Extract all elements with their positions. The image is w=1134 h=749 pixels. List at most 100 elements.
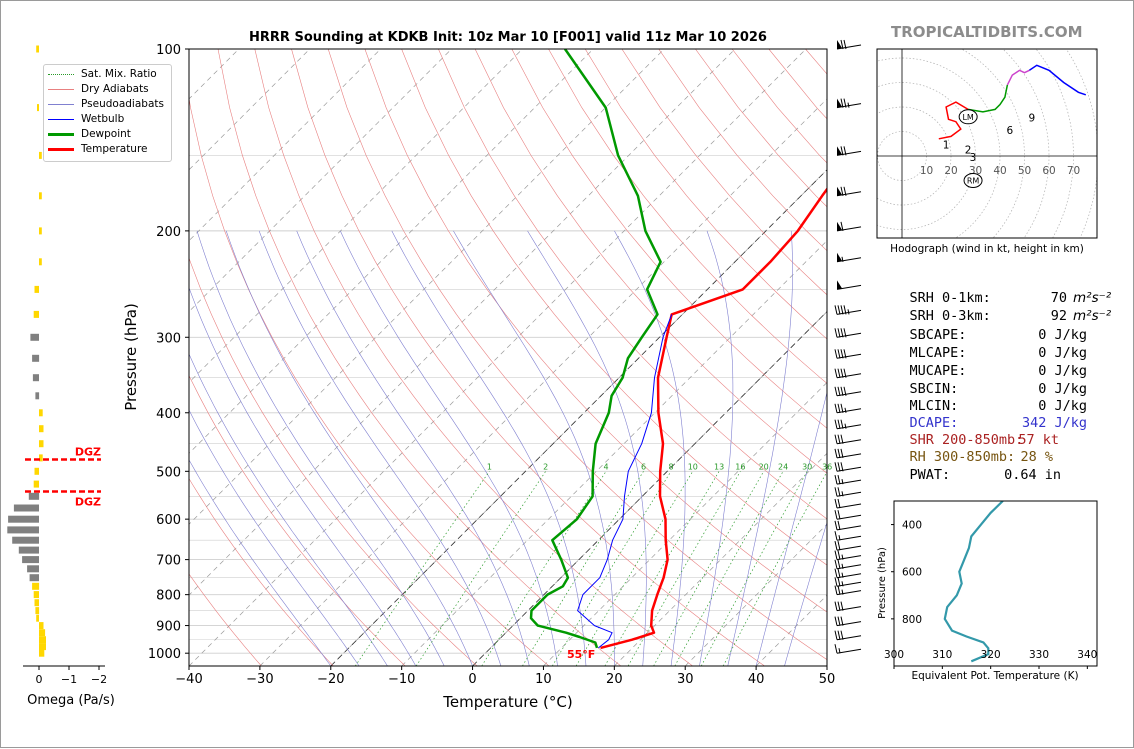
omega-bar — [33, 374, 39, 381]
omega-bar — [39, 643, 46, 650]
wind-barb-flag — [835, 510, 837, 519]
stat-value: 0 J/kg — [987, 398, 1087, 414]
wind-barb — [835, 577, 861, 586]
pseudoadiabat-line — [699, 231, 733, 666]
omega-bar — [35, 286, 40, 293]
chart-title: HRRR Sounding at KDKB Init: 10z Mar 10 [… — [249, 30, 767, 45]
x-tick-label: 10 — [535, 672, 552, 687]
pseudoadiabat-line — [392, 231, 586, 666]
storm-motion-label: RM — [967, 177, 980, 186]
wind-barb-flag — [841, 349, 843, 358]
wind-barb-flag — [838, 617, 840, 626]
wind-barb-flag — [835, 531, 837, 540]
wind-barb-flag — [835, 462, 837, 471]
omega-bar — [7, 526, 39, 533]
theta-e-line — [945, 501, 1003, 661]
wind-barb — [835, 420, 861, 429]
wind-barb — [835, 617, 861, 626]
wind-barb-flag — [835, 387, 837, 396]
mixing-ratio-label: 2 — [543, 462, 548, 471]
mixing-ratio-label: 16 — [735, 462, 745, 471]
legend-swatch — [48, 104, 74, 105]
hodograph-frame — [877, 49, 1097, 238]
hodograph-ring-label: 10 — [920, 165, 933, 177]
stat-unit: m²s⁻² — [1073, 308, 1111, 324]
omega-bar — [19, 547, 39, 554]
wind-barb-flag — [835, 560, 837, 569]
x-tick-label: −20 — [317, 672, 344, 687]
legend-label: Wetbulb — [81, 112, 124, 126]
theta-e-ylabel: Pressure (hPa) — [877, 547, 888, 619]
wind-barb — [835, 404, 861, 413]
wind-barb-staff — [837, 607, 861, 611]
wind-barb-staff — [837, 515, 861, 519]
y-tick-label: 500 — [156, 465, 181, 480]
wind-barb — [835, 499, 861, 508]
pseudoadiabat-line — [197, 231, 444, 666]
wind-barb-staff — [837, 354, 861, 358]
stat-unit: m²s⁻² — [1073, 290, 1111, 306]
wind-barb-flag — [838, 387, 840, 396]
y-axis-label: Pressure (hPa) — [122, 303, 140, 411]
omega-bar — [32, 355, 39, 362]
wind-barb — [835, 644, 861, 653]
wind-barb-flag — [835, 586, 837, 595]
legend-swatch — [48, 89, 74, 90]
mixing-ratio-label: 8 — [668, 462, 673, 471]
theta-e-y-tick-label: 800 — [902, 614, 922, 626]
wind-barb — [837, 222, 861, 231]
y-tick-label: 300 — [156, 331, 181, 346]
brand-logo-text: TROPICALTIDBITS.COM — [891, 23, 1083, 41]
hodograph-trace — [1029, 65, 1085, 95]
x-tick-label: 20 — [606, 672, 623, 687]
omega-bar — [39, 622, 44, 629]
pseudoadiabat-line — [146, 231, 387, 666]
wind-barb-flag — [838, 435, 840, 444]
mixing-ratio-line — [576, 471, 693, 666]
x-axis-label: Temperature (°C) — [442, 693, 572, 711]
legend-label: Dewpoint — [81, 127, 131, 141]
wind-barb-flag — [835, 369, 837, 378]
omega-bar — [36, 46, 39, 53]
surface-temp-label: 55°F — [567, 648, 595, 661]
wind-barb — [835, 475, 861, 484]
wind-barb-flag — [835, 631, 837, 640]
omega-bar — [14, 505, 39, 512]
wind-barb-flag — [835, 328, 837, 337]
stat-value: 0 J/kg — [987, 345, 1087, 361]
wind-barb-flag — [835, 449, 837, 458]
pseudoadiabat-line — [171, 231, 416, 666]
wind-barb-flag — [835, 349, 837, 358]
omega-bar — [39, 425, 44, 432]
legend-label: Dry Adiabats — [81, 82, 149, 96]
mixing-ratio-line — [482, 471, 606, 666]
wind-barb — [835, 531, 861, 540]
mixing-ratio-label: 10 — [688, 462, 698, 471]
hodograph-title: Hodograph (wind in kt, height in km) — [890, 243, 1084, 255]
storm-motion-label: LM — [962, 113, 973, 122]
omega-bar — [35, 607, 39, 614]
wind-barb-flag — [835, 305, 837, 314]
theta-e-xlabel: Equivalent Pot. Temperature (K) — [911, 670, 1078, 682]
wind-barb — [835, 569, 861, 578]
omega-bar — [39, 192, 42, 199]
stat-value: 0 J/kg — [987, 363, 1087, 379]
omega-bar — [39, 409, 43, 416]
theta-e-y-tick-label: 600 — [902, 567, 922, 579]
wind-barb-flag — [835, 420, 837, 429]
wind-barb-halfflag — [845, 408, 846, 413]
wind-barb-flag — [835, 404, 837, 413]
wind-barb-flag — [841, 305, 843, 314]
omega-bar — [34, 591, 39, 598]
wind-barb-staff — [837, 440, 861, 444]
wind-barb — [837, 187, 861, 196]
wind-barb — [835, 369, 861, 378]
wind-barb-flag — [841, 404, 843, 413]
mixing-ratio-label: 30 — [802, 462, 812, 471]
isotherm-line — [260, 49, 877, 666]
pseudoadiabat-line — [226, 231, 472, 666]
wind-barb-staff — [837, 556, 861, 560]
pseudoadiabat-line — [297, 231, 530, 666]
wind-barb-halfflag — [845, 424, 846, 429]
